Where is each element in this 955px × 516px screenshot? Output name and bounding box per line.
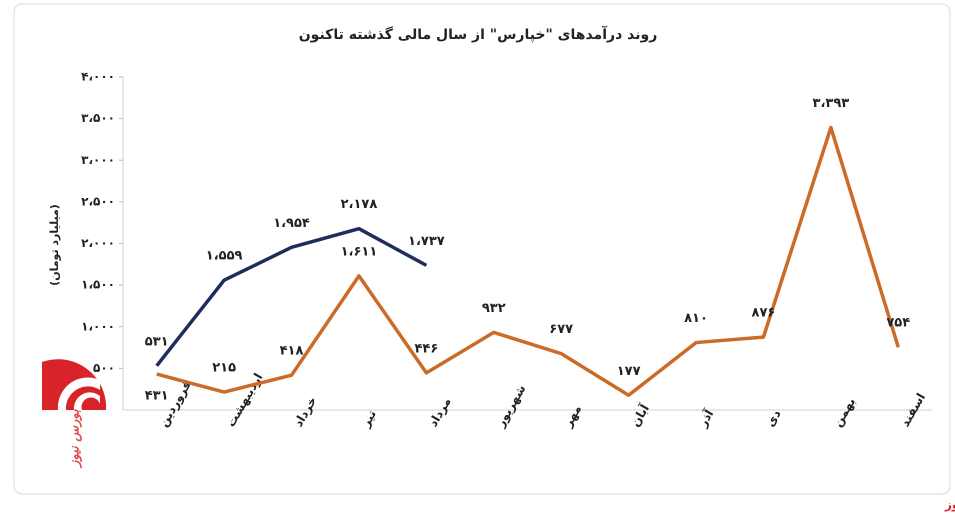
data-label: ۶۷۷ [549,322,573,337]
logo-arc [57,377,100,410]
y-tick-label: ۵۰۰ [93,361,115,375]
y-tick-label: ۳،۰۰۰ [81,153,115,167]
data-label: ۱،۵۵۹ [206,249,243,264]
y-axis-label: (میلیارد تومان) [48,204,61,286]
series-line [156,125,900,398]
chart-frame [13,3,951,495]
data-label: ۳،۳۹۳ [813,96,850,111]
logo-arc [73,392,100,410]
y-tick-label: ۱،۰۰۰ [81,319,115,333]
data-label: ۴۱۸ [280,344,304,359]
y-tick-label: ۱،۵۰۰ [81,278,115,292]
data-label: ۹۳۲ [482,301,506,316]
data-label: ۱۷۷ [617,364,641,379]
y-tick-label: ۲،۵۰۰ [81,194,115,208]
logo: بورس نیوز [42,355,108,469]
data-label: ۲،۱۷۸ [341,197,378,212]
data-label: ۵۳۱ [145,334,169,349]
footer: بورس نیوز [944,498,955,513]
data-label: ۲۱۵ [212,361,236,376]
logo-text: بورس نیوز [68,409,83,469]
data-label: ۱،۷۳۷ [408,234,445,249]
data-label: ۸۷۶ [752,306,776,321]
data-label: ۱،۹۵۴ [273,216,310,231]
data-label: ۷۵۴ [886,316,910,331]
series-line [155,226,428,367]
chart-title: روند درآمدهای "خپارس" از سال مالی گذشته … [299,25,658,43]
data-label: ۴۳۱ [145,389,169,404]
y-tick-label: ۳،۵۰۰ [81,111,115,125]
y-tick-label: ۲،۰۰۰ [81,236,115,250]
y-tick-label: ۴،۰۰۰ [81,70,115,84]
data-label: ۸۱۰ [684,311,708,326]
data-label: ۴۴۶ [414,341,438,356]
data-label: ۱،۶۱۱ [341,244,378,259]
